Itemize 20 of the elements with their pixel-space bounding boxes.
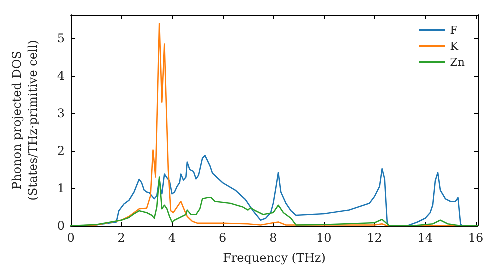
x-axis-title: Frequency (THz) [223, 251, 326, 265]
y-tick-label: 0 [57, 219, 65, 233]
y-tick-label: 1 [57, 182, 65, 196]
y-tick-label: 5 [57, 32, 65, 46]
x-tick-label: 8 [270, 231, 278, 245]
y-tick-label: 2 [57, 144, 65, 158]
y-axis-title: Phonon projected DOS (States/THz·primitive cell) [10, 40, 40, 201]
x-tick-label: 14 [418, 231, 434, 245]
x-tick-label: 0 [67, 231, 75, 245]
x-tick-label: 10 [316, 231, 332, 245]
legend-label: K [450, 40, 460, 53]
x-tick-label: 6 [219, 231, 227, 245]
x-tick-label: 12 [367, 231, 382, 245]
legend-label: Zn [450, 56, 466, 69]
x-tick-label: 4 [168, 231, 176, 245]
legend-label: F [450, 24, 458, 37]
x-tick-label: 2 [118, 231, 126, 245]
x-tick-label: 16 [468, 231, 484, 245]
y-tick-label: 4 [57, 69, 66, 84]
y-tick-label: 3 [57, 106, 65, 121]
